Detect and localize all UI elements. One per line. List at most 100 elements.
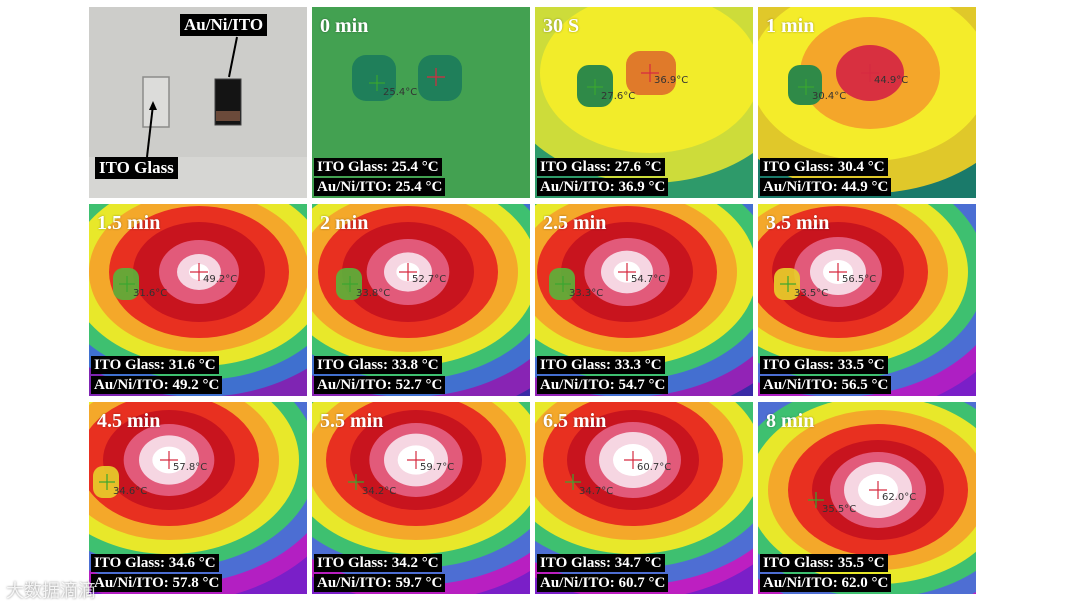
au-ni-ito-temp: Au/Ni/ITO: 25.4 °C <box>314 178 446 196</box>
crosshair-hot <box>829 263 847 281</box>
crosshair-glass <box>119 276 135 292</box>
crosshair-glass <box>587 79 603 95</box>
ito-glass-temp: ITO Glass: 27.6 °C <box>537 158 665 176</box>
ito-glass-temp: ITO Glass: 33.8 °C <box>314 356 442 374</box>
temperature-caption: ITO Glass: 34.2 °C Au/Ni/ITO: 59.7 °C <box>314 552 446 592</box>
readout-au-ni-ito: 54.7°C <box>631 274 666 285</box>
ito-glass-temp: ITO Glass: 33.5 °C <box>760 356 888 374</box>
crosshair-hot <box>190 263 208 281</box>
thermal-panel: 35.5°C 62.0°C 8 min ITO Glass: 35.5 °C Au/Ni… <box>758 402 976 594</box>
time-label: 1.5 min <box>97 212 161 234</box>
photo-label-electrode: Au/Ni/ITO <box>180 14 268 36</box>
arrow-glass <box>146 104 154 158</box>
readout-au-ni-ito: 60.7°C <box>637 462 672 473</box>
time-label: 2.5 min <box>543 212 607 234</box>
temperature-caption: ITO Glass: 31.6 °C Au/Ni/ITO: 49.2 °C <box>91 354 223 394</box>
readout-au-ni-ito: 59.7°C <box>420 462 455 473</box>
temperature-caption: ITO Glass: 27.6 °C Au/Ni/ITO: 36.9 °C <box>537 156 669 196</box>
readout-au-ni-ito: 49.2°C <box>203 274 238 285</box>
ito-glass-temp: ITO Glass: 30.4 °C <box>760 158 888 176</box>
arrow-electrode <box>228 36 238 78</box>
temperature-caption: ITO Glass: 25.4 °C Au/Ni/ITO: 25.4 °C <box>314 156 446 196</box>
temperature-caption: ITO Glass: 34.7 °C Au/Ni/ITO: 60.7 °C <box>537 552 669 592</box>
thermal-panel: 33.5°C 56.5°C 3.5 min ITO Glass: 33.5 °C Au/… <box>758 204 976 396</box>
crosshair-hot <box>869 481 887 499</box>
crosshair-hot <box>624 451 642 469</box>
time-label: 8 min <box>766 410 815 432</box>
thermal-panel: 30.4°C 44.9°C 1 min ITO Glass: 30.4 °C Au/Ni… <box>758 7 976 198</box>
ito-glass-temp: ITO Glass: 34.7 °C <box>537 554 665 572</box>
thermal-figure-grid: Au/Ni/ITO ITO Glass 25.4°C 0 min ITO Glass… <box>89 7 977 597</box>
readout-ito-glass: 35.5°C <box>822 504 857 515</box>
readout-ito-glass: 27.6°C <box>601 91 636 102</box>
temperature-caption: ITO Glass: 33.3 °C Au/Ni/ITO: 54.7 °C <box>537 354 669 394</box>
au-ni-ito-temp: Au/Ni/ITO: 49.2 °C <box>91 376 223 394</box>
thermal-panel: 34.7°C 60.7°C 6.5 min ITO Glass: 34.7 °C Au/… <box>535 402 753 594</box>
temperature-caption: ITO Glass: 35.5 °C Au/Ni/ITO: 62.0 °C <box>760 552 892 592</box>
readout-ito-glass: 34.2°C <box>362 486 397 497</box>
crosshair-hot <box>427 68 445 86</box>
ito-glass-temp: ITO Glass: 31.6 °C <box>91 356 219 374</box>
watermark: 大数据滴滴 <box>6 581 96 602</box>
ito-glass-temp: ITO Glass: 25.4 °C <box>314 158 442 176</box>
crosshair-hot <box>641 64 659 82</box>
temperature-caption: ITO Glass: 34.6 °C Au/Ni/ITO: 57.8 °C <box>91 552 223 592</box>
readout-ito-glass: 33.8°C <box>356 288 391 299</box>
crosshair-hot <box>861 64 879 82</box>
crosshair-hot <box>399 263 417 281</box>
time-label: 5.5 min <box>320 410 384 432</box>
au-ni-ito-temp: Au/Ni/ITO: 54.7 °C <box>537 376 669 394</box>
crosshair-glass <box>369 75 385 91</box>
crosshair-glass <box>342 276 358 292</box>
thermal-panel: 27.6°C 36.9°C 30 S ITO Glass: 27.6 °C Au/Ni/… <box>535 7 753 198</box>
crosshair-glass <box>555 276 571 292</box>
temperature-caption: ITO Glass: 30.4 °C Au/Ni/ITO: 44.9 °C <box>760 156 892 196</box>
au-ni-ito-temp: Au/Ni/ITO: 59.7 °C <box>314 574 446 592</box>
au-ni-ito-temp: Au/Ni/ITO: 44.9 °C <box>760 178 892 196</box>
ito-glass-temp: ITO Glass: 34.6 °C <box>91 554 219 572</box>
photo-panel: Au/Ni/ITO ITO Glass <box>89 7 307 198</box>
thermal-image <box>758 402 976 594</box>
readout-ito-glass: 33.3°C <box>569 288 604 299</box>
au-ni-ito-temp: Au/Ni/ITO: 60.7 °C <box>537 574 669 592</box>
crosshair-hot <box>407 451 425 469</box>
time-label: 30 S <box>543 15 580 37</box>
temperature-caption: ITO Glass: 33.5 °C Au/Ni/ITO: 56.5 °C <box>760 354 892 394</box>
readout-au-ni-ito: 62.0°C <box>882 492 917 503</box>
thermal-image <box>758 204 976 396</box>
crosshair-hot <box>160 451 178 469</box>
readout-au-ni-ito: 56.5°C <box>842 274 877 285</box>
crosshair-glass <box>348 474 364 490</box>
time-label: 0 min <box>320 15 369 37</box>
crosshair-glass <box>798 79 814 95</box>
readout-ito-glass: 31.6°C <box>133 288 168 299</box>
ito-glass-temp: ITO Glass: 35.5 °C <box>760 554 888 572</box>
readout-ito-glass: 33.5°C <box>794 288 829 299</box>
time-label: 4.5 min <box>97 410 161 432</box>
thermal-panel: 34.2°C 59.7°C 5.5 min ITO Glass: 34.2 °C Au/… <box>312 402 530 594</box>
crosshair-glass <box>565 474 581 490</box>
ito-glass-temp: ITO Glass: 34.2 °C <box>314 554 442 572</box>
readout-ito-glass: 25.4°C <box>383 87 418 98</box>
au-ni-ito-temp: Au/Ni/ITO: 56.5 °C <box>760 376 892 394</box>
thermal-image <box>312 402 530 594</box>
photo-label-glass: ITO Glass <box>95 157 178 179</box>
ito-glass-sample <box>142 76 170 128</box>
thermal-panel: 33.3°C 54.7°C 2.5 min ITO Glass: 33.3 °C Au/… <box>535 204 753 396</box>
au-ni-ito-temp: Au/Ni/ITO: 36.9 °C <box>537 178 669 196</box>
readout-au-ni-ito: 52.7°C <box>412 274 447 285</box>
thermal-image <box>89 402 307 594</box>
thermal-image <box>535 402 753 594</box>
crosshair-glass <box>99 474 115 490</box>
crosshair-glass <box>808 492 824 508</box>
readout-au-ni-ito: 36.9°C <box>654 75 689 86</box>
thermal-panel: 31.6°C 49.2°C 1.5 min ITO Glass: 31.6 °C Au/… <box>89 204 307 396</box>
au-ni-ito-temp: Au/Ni/ITO: 57.8 °C <box>91 574 223 592</box>
readout-ito-glass: 30.4°C <box>812 91 847 102</box>
time-label: 1 min <box>766 15 815 37</box>
time-label: 6.5 min <box>543 410 607 432</box>
ito-glass-temp: ITO Glass: 33.3 °C <box>537 356 665 374</box>
readout-au-ni-ito: 44.9°C <box>874 75 909 86</box>
readout-ito-glass: 34.6°C <box>113 486 148 497</box>
thermal-panel: 33.8°C 52.7°C 2 min ITO Glass: 33.8 °C Au/Ni… <box>312 204 530 396</box>
